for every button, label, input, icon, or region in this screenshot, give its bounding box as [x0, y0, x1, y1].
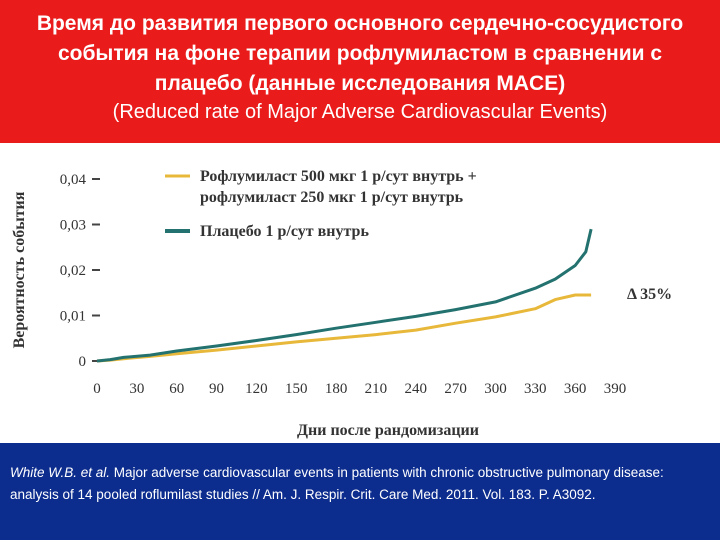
x-tick-label: 270	[444, 381, 467, 397]
y-tick-label: 0	[79, 354, 87, 370]
x-tick-label: 240	[405, 381, 428, 397]
y-axis-title: Вероятность события	[11, 191, 28, 348]
x-tick-label: 150	[285, 381, 308, 397]
x-tick-label: 330	[524, 381, 547, 397]
citation-author: White W.B. et al.	[10, 465, 111, 480]
y-tick-label: 0,01	[60, 309, 86, 325]
x-tick-label: 30	[129, 381, 144, 397]
delta-annotation: Δ 35%	[627, 286, 672, 303]
x-tick-label: 300	[484, 381, 507, 397]
survival-chart: 0 0,01 0,02 0,03 0,04 0 30 60 90 120 150 180 210 240 2…	[11, 168, 672, 439]
slide-title: Время до развития первого основного серд…	[36, 12, 684, 95]
slide-footer: White W.B. et al. Major adverse cardiova…	[0, 443, 720, 540]
x-axis-title: Дни после рандомизации	[297, 422, 479, 439]
x-tick-label: 60	[169, 381, 184, 397]
y-tick-label: 0,04	[60, 172, 87, 188]
x-tick-label: 120	[245, 381, 268, 397]
x-tick-label: 0	[93, 381, 101, 397]
x-tick-label: 390	[604, 381, 627, 397]
y-tick-label: 0,03	[60, 218, 86, 234]
series-line-2	[96, 228, 593, 363]
chart-area: 0 0,01 0,02 0,03 0,04 0 30 60 90 120 150 180 210 240 2…	[0, 143, 720, 443]
citation: White W.B. et al. Major adverse cardiova…	[10, 462, 710, 506]
legend-label-roflumilast-1: Рофлумиласт 500 мкг 1 р/сут внутрь +	[200, 168, 477, 185]
y-tick-label: 0,02	[60, 263, 86, 279]
legend-label-placebo: Плацебо 1 р/сут внутрь	[200, 223, 369, 240]
legend-label-roflumilast-2: рофлумиласт 250 мкг 1 р/сут внутрь	[200, 189, 464, 206]
slide-header: Время до развития первого основного серд…	[0, 0, 720, 143]
x-tick-label: 90	[209, 381, 224, 397]
x-tick-label: 360	[564, 381, 587, 397]
citation-rest: Major adverse cardiovascular events in p…	[10, 465, 664, 502]
x-tick-label: 210	[365, 381, 388, 397]
x-tick-label: 180	[325, 381, 348, 397]
slide-subtitle: (Reduced rate of Major Adverse Cardiovas…	[112, 101, 608, 123]
